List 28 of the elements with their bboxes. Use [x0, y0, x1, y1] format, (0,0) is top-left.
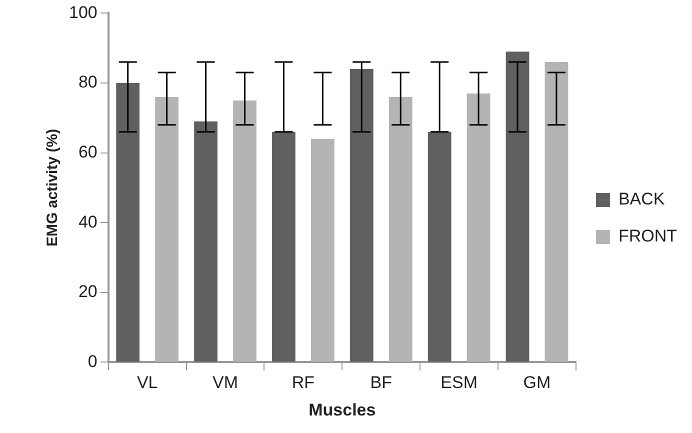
bar — [155, 96, 179, 362]
bar — [466, 93, 490, 362]
y-tick-label: 100 — [68, 2, 98, 22]
x-tick-label: ESM — [440, 373, 478, 392]
bar — [428, 132, 452, 362]
legend-label: BACK — [618, 190, 666, 209]
y-axis-title: EMG activity (%) — [44, 128, 62, 246]
x-tick-label: GM — [523, 373, 551, 392]
y-tick-label: 80 — [78, 72, 98, 92]
y-tick-label: 20 — [78, 282, 98, 302]
x-tick-label: RF — [292, 373, 315, 392]
x-tick-label: VL — [136, 373, 158, 392]
y-tick-label: 0 — [88, 352, 98, 371]
bar — [194, 121, 218, 362]
bar — [388, 96, 412, 362]
x-axis-title: Muscles — [308, 400, 376, 420]
bar — [506, 52, 530, 362]
x-tick-label: VM — [212, 373, 238, 392]
bar — [272, 132, 296, 362]
bar — [310, 138, 334, 362]
x-tick-label: BF — [370, 373, 392, 392]
legend-label: FRONT — [618, 226, 677, 246]
bar — [116, 83, 140, 362]
bar — [233, 100, 256, 362]
bar — [544, 62, 568, 362]
y-tick-label: 40 — [78, 212, 98, 232]
y-tick-label: 60 — [78, 142, 98, 162]
bar — [350, 69, 374, 362]
